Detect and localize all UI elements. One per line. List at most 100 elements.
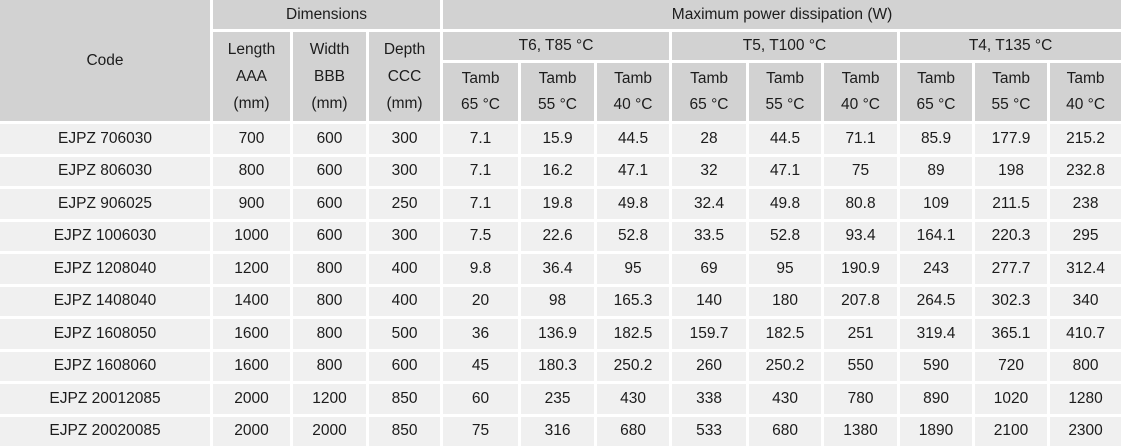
value-cell: 264.5 xyxy=(900,286,973,316)
code-cell: EJPZ 806030 xyxy=(0,156,210,186)
value-cell: 340 xyxy=(1050,286,1121,316)
code-cell: EJPZ 906025 xyxy=(0,189,210,219)
value-cell: 7.1 xyxy=(443,124,519,154)
value-cell: 1600 xyxy=(213,319,290,349)
value-cell: 20 xyxy=(443,286,519,316)
value-cell: 302.3 xyxy=(975,286,1048,316)
value-cell: 52.8 xyxy=(749,221,822,251)
value-cell: 215.2 xyxy=(1050,124,1121,154)
value-cell: 300 xyxy=(369,124,441,154)
value-cell: 1000 xyxy=(213,221,290,251)
value-cell: 15.9 xyxy=(521,124,595,154)
table-row: EJPZ 1608050 1600 800 500 36 136.9 182.5 159.7 1… xyxy=(0,319,1121,349)
value-cell: 19.8 xyxy=(521,189,595,219)
table-row: EJPZ 20020085 2000 2000 850 75 316 680 533 680 13… xyxy=(0,416,1121,446)
value-cell: 2000 xyxy=(213,416,290,446)
value-cell: 238 xyxy=(1050,189,1121,219)
value-cell: 243 xyxy=(900,254,973,284)
table-row: EJPZ 1408040 1400 800 400 20 98 165.3 140 180 207… xyxy=(0,286,1121,316)
tamb-temp: 65 °C xyxy=(689,96,729,113)
value-cell: 211.5 xyxy=(975,189,1048,219)
value-cell: 780 xyxy=(824,384,898,414)
value-cell: 300 xyxy=(369,156,441,186)
value-cell: 9.8 xyxy=(443,254,519,284)
value-cell: 33.5 xyxy=(672,221,747,251)
value-cell: 250.2 xyxy=(597,351,670,381)
tamb-temp: 65 °C xyxy=(916,96,956,113)
value-cell: 600 xyxy=(293,189,366,219)
tamb-label: Tamb xyxy=(1066,70,1105,87)
length-code: AAA xyxy=(235,68,267,85)
value-cell: 800 xyxy=(293,286,366,316)
value-cell: 47.1 xyxy=(749,156,822,186)
value-cell: 430 xyxy=(597,384,670,414)
value-cell: 80.8 xyxy=(824,189,898,219)
value-cell: 600 xyxy=(293,124,366,154)
value-cell: 32.4 xyxy=(672,189,747,219)
table-row: EJPZ 806030 800 600 300 7.1 16.2 47.1 32 47.1 75 8… xyxy=(0,156,1121,186)
value-cell: 680 xyxy=(749,416,822,446)
value-cell: 44.5 xyxy=(597,124,670,154)
value-cell: 60 xyxy=(443,384,519,414)
value-cell: 720 xyxy=(975,351,1048,381)
tamb-65-t6-header: Tamb 65 °C xyxy=(443,63,519,121)
code-cell: EJPZ 1408040 xyxy=(0,286,210,316)
value-cell: 2300 xyxy=(1050,416,1121,446)
tamb-temp: 40 °C xyxy=(613,96,653,113)
value-cell: 400 xyxy=(369,286,441,316)
value-cell: 1280 xyxy=(1050,384,1121,414)
value-cell: 98 xyxy=(521,286,595,316)
value-cell: 1020 xyxy=(975,384,1048,414)
tamb-label: Tamb xyxy=(917,70,955,87)
value-cell: 850 xyxy=(369,416,441,446)
tamb-65-t5-header: Tamb 65 °C xyxy=(672,63,747,121)
code-column-header: Code xyxy=(0,0,210,121)
depth-column-header: Depth CCC (mm) xyxy=(369,32,441,121)
value-cell: 45 xyxy=(443,351,519,381)
temp-class-t6-header: T6, T85 °C xyxy=(443,32,670,60)
value-cell: 600 xyxy=(369,351,441,381)
tamb-temp: 65 °C xyxy=(461,96,500,113)
value-cell: 7.1 xyxy=(443,156,519,186)
length-column-header: Length AAA (mm) xyxy=(213,32,290,121)
table-row: EJPZ 706030 700 600 300 7.1 15.9 44.5 28 44.5 71.… xyxy=(0,124,1121,154)
value-cell: 232.8 xyxy=(1050,156,1121,186)
tamb-55-t4-header: Tamb 55 °C xyxy=(975,63,1048,121)
value-cell: 89 xyxy=(900,156,973,186)
tamb-label: Tamb xyxy=(538,70,577,87)
value-cell: 533 xyxy=(672,416,747,446)
value-cell: 75 xyxy=(443,416,519,446)
value-cell: 136.9 xyxy=(521,319,595,349)
value-cell: 277.7 xyxy=(975,254,1048,284)
value-cell: 109 xyxy=(900,189,973,219)
value-cell: 1400 xyxy=(213,286,290,316)
tamb-temp: 40 °C xyxy=(841,96,880,113)
value-cell: 260 xyxy=(672,351,747,381)
value-cell: 36.4 xyxy=(521,254,595,284)
tamb-temp: 55 °C xyxy=(991,96,1031,113)
value-cell: 700 xyxy=(213,124,290,154)
depth-code: CCC xyxy=(387,68,422,85)
tamb-65-t4-header: Tamb 65 °C xyxy=(900,63,973,121)
value-cell: 338 xyxy=(672,384,747,414)
value-cell: 182.5 xyxy=(597,319,670,349)
tamb-label: Tamb xyxy=(992,70,1030,87)
value-cell: 220.3 xyxy=(975,221,1048,251)
value-cell: 365.1 xyxy=(975,319,1048,349)
tamb-label: Tamb xyxy=(461,70,500,87)
value-cell: 800 xyxy=(293,319,366,349)
value-cell: 800 xyxy=(293,351,366,381)
code-cell: EJPZ 20020085 xyxy=(0,416,210,446)
tamb-label: Tamb xyxy=(690,70,728,87)
value-cell: 49.8 xyxy=(749,189,822,219)
tamb-temp: 55 °C xyxy=(538,96,577,113)
value-cell: 177.9 xyxy=(975,124,1048,154)
value-cell: 69 xyxy=(672,254,747,284)
value-cell: 316 xyxy=(521,416,595,446)
code-cell: EJPZ 20012085 xyxy=(0,384,210,414)
header-row-tamb: Tamb 65 °C Tamb 55 °C Tamb 40 °C Tamb 65… xyxy=(0,63,1121,121)
value-cell: 159.7 xyxy=(672,319,747,349)
value-cell: 300 xyxy=(369,221,441,251)
temp-class-t5-header: T5, T100 °C xyxy=(672,32,898,60)
